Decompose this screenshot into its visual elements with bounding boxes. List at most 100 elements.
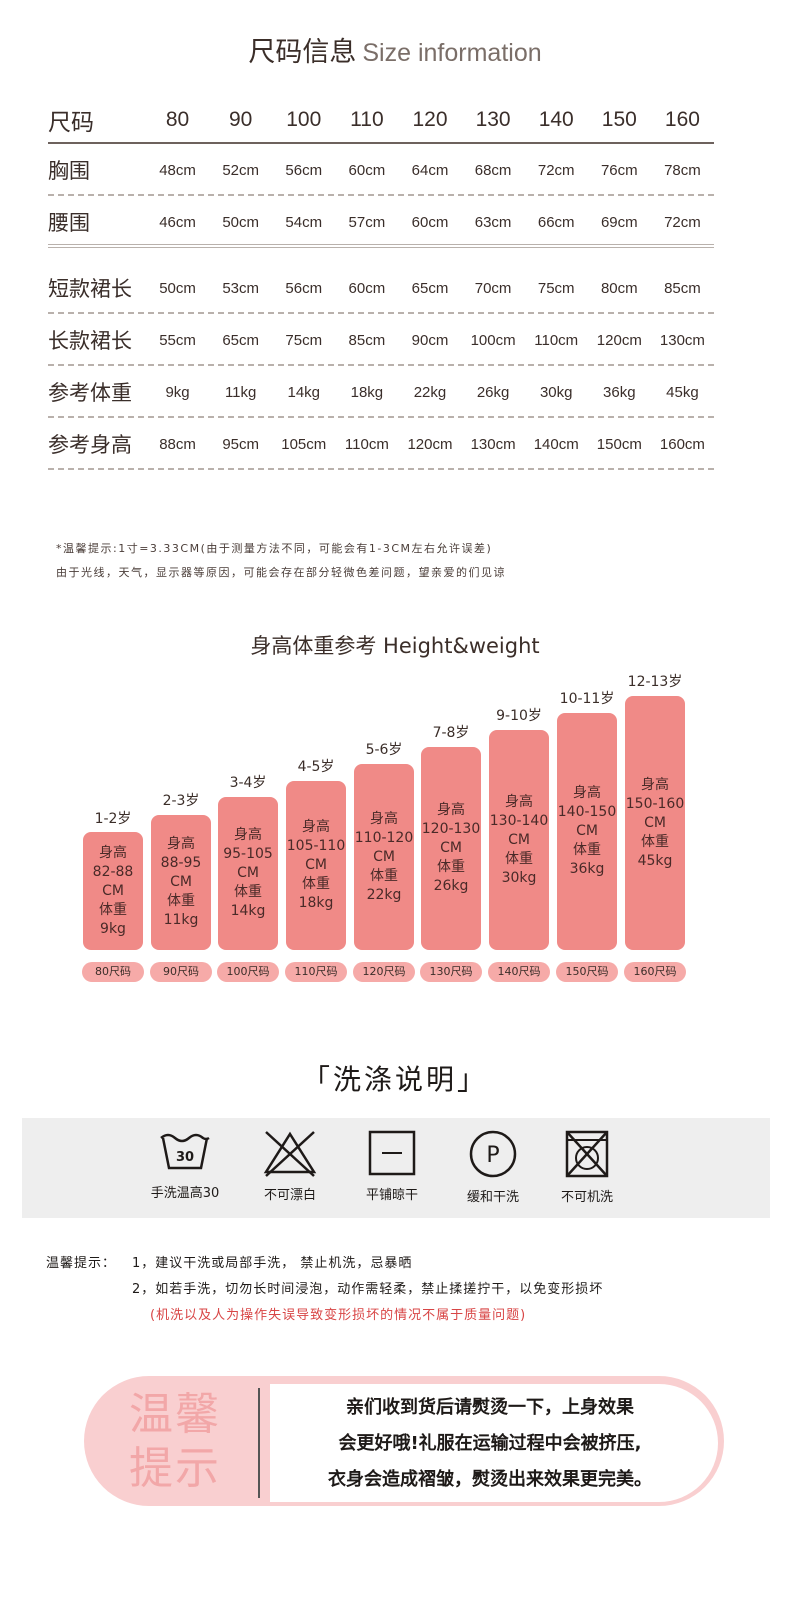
table-cell: 48cm bbox=[159, 161, 196, 179]
washing-title: 「洗涤说明」 bbox=[301, 1063, 488, 1096]
size-header-cell: 100 bbox=[286, 108, 322, 131]
size-row-weight: 参考体重 9kg 11kg 14kg 18kg 22kg 26kg 30kg 3… bbox=[48, 366, 714, 418]
tip-label: 温馨提示： bbox=[46, 1256, 117, 1271]
row-label: 胸围 bbox=[48, 159, 90, 183]
size-title-cn: 尺码信息 bbox=[248, 37, 357, 68]
bar-text: 130-140 bbox=[489, 812, 549, 829]
warm-tip-divider bbox=[258, 1388, 260, 1498]
size-header-row: 尺码 80 90 100 110 120 130 140 150 160 bbox=[48, 96, 714, 144]
row-label: 短款裙长 bbox=[48, 277, 132, 301]
bar-text: 身高 bbox=[505, 793, 533, 810]
table-cell: 63cm bbox=[474, 213, 512, 231]
dry-clean-letter: P bbox=[486, 1143, 499, 1168]
size-pill: 90尺码 bbox=[150, 962, 212, 982]
bar-text: CM bbox=[508, 831, 530, 848]
table-cell: 11kg bbox=[224, 383, 257, 401]
table-cell: 66cm bbox=[537, 213, 575, 231]
size-pill: 150尺码 bbox=[556, 962, 618, 982]
care-item: 30 手洗温高30 bbox=[130, 1128, 240, 1201]
care-label: 手洗温高30 bbox=[150, 1186, 220, 1201]
age-label: 5-6岁 bbox=[365, 742, 403, 758]
table-cell: 140cm bbox=[533, 435, 579, 453]
size-header-cell: 80 bbox=[165, 108, 190, 131]
bar-text: CM bbox=[170, 874, 192, 890]
bar-text: 14kg bbox=[230, 903, 266, 919]
care-item: 平铺晾干 bbox=[337, 1128, 447, 1203]
size-bar: 身高 150-160 CM 体重 45kg bbox=[625, 696, 685, 950]
table-cell: 65cm bbox=[411, 279, 449, 297]
size-bar: 身高 88-95 CM 体重 11kg bbox=[151, 815, 211, 950]
age-label: 2-3岁 bbox=[162, 793, 200, 809]
table-cell: 46cm bbox=[159, 213, 196, 231]
bar-text: 150-160 bbox=[625, 795, 685, 812]
bar-text: 体重 bbox=[234, 884, 262, 900]
size-header-cell: 150 bbox=[601, 108, 637, 131]
warm-tip-heading-line: 提示 bbox=[129, 1443, 221, 1494]
size-row-height: 参考身高 88cm 95cm 105cm 110cm 120cm 130cm 1… bbox=[48, 418, 714, 470]
table-cell: 80cm bbox=[600, 279, 638, 297]
row-divider bbox=[48, 312, 714, 314]
size-row-chest: 胸围 48cm 52cm 56cm 60cm 64cm 68cm 72cm 76… bbox=[48, 144, 714, 196]
table-cell: 52cm bbox=[222, 161, 259, 179]
table-cell: 54cm bbox=[285, 213, 323, 231]
table-cell: 130cm bbox=[659, 331, 705, 349]
table-cell: 75cm bbox=[285, 331, 323, 349]
care-item: 不可漂白 bbox=[235, 1128, 345, 1203]
wash-temp-number: 30 bbox=[176, 1150, 194, 1165]
table-cell: 90cm bbox=[411, 331, 449, 349]
no-bleach-icon bbox=[263, 1131, 317, 1177]
table-cell: 120cm bbox=[407, 435, 453, 453]
table-cell: 64cm bbox=[411, 161, 449, 179]
table-cell: 160cm bbox=[659, 435, 705, 453]
no-machine-wash-icon bbox=[565, 1130, 609, 1178]
bar-text: 体重 bbox=[573, 842, 601, 858]
size-header-label: 尺码 bbox=[48, 110, 94, 136]
table-cell: 60cm bbox=[411, 213, 449, 231]
warm-tip-text-panel bbox=[270, 1384, 718, 1502]
bar-text: CM bbox=[644, 814, 666, 831]
dry-flat-icon bbox=[368, 1130, 416, 1176]
age-label: 10-11岁 bbox=[559, 691, 615, 707]
size-table: 尺码 80 90 100 110 120 130 140 150 160 胸围 … bbox=[48, 96, 714, 470]
table-cell: 60cm bbox=[348, 279, 386, 297]
table-cell: 110cm bbox=[344, 435, 389, 453]
care-item: P 缓和干洗 bbox=[438, 1128, 548, 1205]
table-cell: 150cm bbox=[596, 435, 642, 453]
bar-text: 18kg bbox=[298, 895, 334, 911]
table-cell: 50cm bbox=[159, 279, 196, 297]
bar-text: CM bbox=[373, 848, 395, 865]
table-cell: 72cm bbox=[537, 161, 575, 179]
age-label: 3-4岁 bbox=[229, 775, 267, 791]
row-divider bbox=[48, 194, 714, 196]
tip-disclaimer: (机洗以及人为操作失误导致变形损坏的情况不属于质量问题) bbox=[150, 1308, 527, 1323]
table-cell: 120cm bbox=[596, 331, 642, 349]
size-section-title: 尺码信息 Size information bbox=[0, 30, 790, 69]
bar-text: 45kg bbox=[637, 852, 673, 869]
warm-tip-body: 亲们收到货后请熨烫一下，上身效果 会更好哦!礼服在运输过程中会被挤压, 衣身会造… bbox=[262, 1390, 718, 1498]
size-pill: 160尺码 bbox=[624, 962, 686, 982]
size-bar: 身高 110-120 CM 体重 22kg bbox=[354, 764, 414, 950]
table-cell: 53cm bbox=[222, 279, 259, 297]
size-bar: 身高 105-110 CM 体重 18kg bbox=[286, 781, 346, 950]
row-label: 腰围 bbox=[48, 211, 90, 235]
table-cell: 95cm bbox=[222, 435, 259, 453]
bar-text: CM bbox=[305, 857, 327, 873]
size-header-cell: 160 bbox=[664, 108, 700, 131]
bar-text: 26kg bbox=[433, 878, 469, 894]
size-header-cell: 90 bbox=[228, 108, 253, 131]
bar-text: 11kg bbox=[163, 912, 199, 928]
size-bar: 身高 140-150 CM 体重 36kg bbox=[557, 713, 617, 950]
care-label: 不可漂白 bbox=[263, 1188, 316, 1203]
bar-text: 22kg bbox=[366, 886, 402, 903]
table-cell: 56cm bbox=[285, 279, 323, 297]
age-label: 7-8岁 bbox=[432, 725, 470, 741]
care-item: 不可机洗 bbox=[532, 1128, 642, 1205]
bar-text: 身高 bbox=[641, 776, 669, 793]
warm-tip-heading-line: 温馨 bbox=[129, 1389, 221, 1440]
bar-text: 体重 bbox=[370, 867, 398, 884]
size-header-cell: 120 bbox=[412, 108, 448, 131]
table-cell: 50cm bbox=[222, 213, 259, 231]
bar-text: 88-95 bbox=[160, 855, 202, 871]
color-note: 由于光线，天气，显示器等原因，可能会存在部分轻微色差问题，望亲爱的们见谅 bbox=[56, 566, 506, 579]
bar-text: 36kg bbox=[569, 861, 605, 877]
